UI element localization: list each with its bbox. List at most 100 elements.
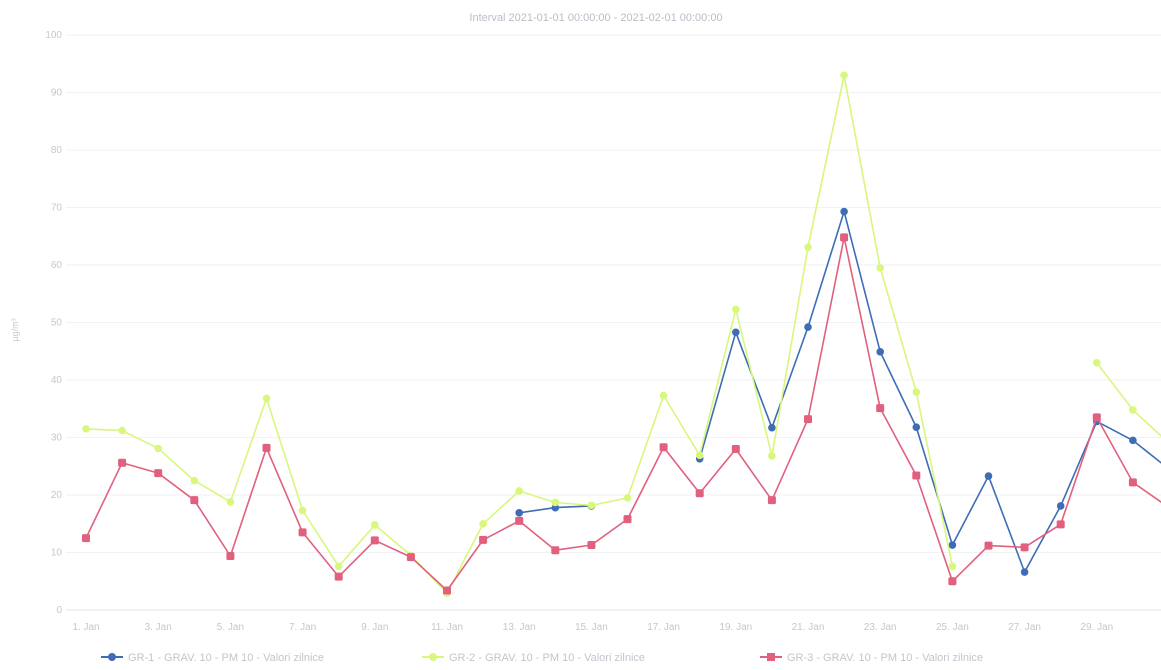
- data-point[interactable]: [876, 348, 884, 356]
- data-point[interactable]: [154, 469, 163, 478]
- legend-marker: [429, 653, 437, 661]
- series-3: [82, 233, 1161, 595]
- data-point[interactable]: [479, 519, 487, 528]
- series-line: [85, 236, 1161, 592]
- data-point[interactable]: [695, 489, 704, 498]
- data-point[interactable]: [334, 572, 343, 581]
- grid-layer: [66, 34, 1161, 611]
- data-point[interactable]: [190, 496, 199, 505]
- data-point[interactable]: [190, 476, 199, 485]
- data-point[interactable]: [154, 444, 162, 453]
- legend-label: GR-1 - GRAV. 10 - PM 10 - Valori zilnice: [128, 652, 324, 664]
- data-point[interactable]: [659, 443, 668, 452]
- series-1: [515, 207, 1161, 576]
- x-tick-label: 27. Jan: [1008, 622, 1041, 633]
- x-tick-label: 21. Jan: [792, 622, 825, 633]
- data-point[interactable]: [551, 498, 560, 507]
- data-point[interactable]: [515, 487, 523, 495]
- y-tick-label: 60: [51, 260, 63, 271]
- data-point[interactable]: [912, 388, 921, 396]
- data-point[interactable]: [1128, 478, 1137, 487]
- data-point[interactable]: [551, 546, 560, 555]
- legend-label: GR-3 - GRAV. 10 - PM 10 - Valori zilnice: [787, 652, 983, 664]
- data-point[interactable]: [731, 445, 740, 453]
- y-tick-label: 40: [51, 375, 63, 386]
- data-point[interactable]: [515, 509, 523, 517]
- data-point[interactable]: [695, 451, 704, 460]
- data-point[interactable]: [804, 243, 812, 251]
- data-point[interactable]: [1056, 520, 1065, 529]
- data-point[interactable]: [118, 426, 126, 435]
- data-point[interactable]: [262, 394, 271, 403]
- data-point[interactable]: [370, 536, 379, 545]
- data-point[interactable]: [912, 423, 921, 431]
- series-2: [82, 71, 1161, 598]
- data-point[interactable]: [334, 562, 343, 571]
- data-point[interactable]: [876, 404, 885, 413]
- data-point[interactable]: [298, 506, 307, 515]
- data-point[interactable]: [840, 207, 848, 216]
- data-point[interactable]: [876, 264, 884, 272]
- data-point[interactable]: [262, 443, 271, 452]
- data-point[interactable]: [767, 496, 776, 505]
- data-point[interactable]: [984, 541, 993, 550]
- y-tick-label: 80: [51, 145, 63, 156]
- y-tick-label: 50: [51, 318, 63, 329]
- data-point[interactable]: [1092, 413, 1101, 422]
- y-tick-label: 0: [56, 605, 62, 616]
- legend-label: GR-2 - GRAV. 10 - PM 10 - Valori zilnice: [449, 652, 645, 664]
- data-point[interactable]: [768, 452, 776, 460]
- data-point[interactable]: [768, 423, 776, 432]
- legend-marker: [767, 653, 775, 661]
- data-point[interactable]: [298, 528, 307, 537]
- data-point[interactable]: [840, 71, 848, 80]
- x-tick-label: 29. Jan: [1080, 622, 1113, 633]
- data-point[interactable]: [515, 516, 524, 525]
- legend-marker: [108, 653, 116, 661]
- data-point[interactable]: [371, 521, 379, 529]
- data-point[interactable]: [623, 515, 632, 524]
- data-point[interactable]: [623, 494, 632, 502]
- y-axis-label: µg/m³: [10, 318, 20, 341]
- data-point[interactable]: [226, 551, 235, 560]
- data-point[interactable]: [804, 415, 812, 424]
- data-point[interactable]: [732, 328, 740, 337]
- data-point[interactable]: [82, 534, 90, 543]
- legend-item[interactable]: GR-2 - GRAV. 10 - PM 10 - Valori zilnice: [422, 652, 645, 664]
- data-point[interactable]: [948, 541, 957, 549]
- data-point[interactable]: [1020, 568, 1029, 576]
- data-point[interactable]: [948, 577, 957, 586]
- data-point[interactable]: [948, 562, 957, 571]
- data-point[interactable]: [226, 498, 235, 506]
- data-point[interactable]: [1056, 502, 1065, 510]
- data-point[interactable]: [840, 233, 849, 242]
- data-point[interactable]: [1129, 436, 1137, 445]
- x-tick-label: 15. Jan: [575, 622, 608, 633]
- data-point[interactable]: [443, 586, 451, 595]
- data-point[interactable]: [587, 501, 596, 510]
- data-point[interactable]: [659, 391, 668, 400]
- data-point[interactable]: [1093, 358, 1101, 367]
- data-point[interactable]: [479, 535, 488, 544]
- data-point[interactable]: [1020, 543, 1029, 552]
- x-tick-label: 23. Jan: [864, 622, 897, 633]
- data-point[interactable]: [82, 425, 90, 433]
- data-point[interactable]: [1129, 406, 1137, 414]
- data-point[interactable]: [406, 553, 415, 562]
- data-point[interactable]: [587, 541, 596, 550]
- data-point[interactable]: [912, 471, 921, 480]
- y-tick-label: 30: [51, 433, 63, 444]
- x-tick-label: 17. Jan: [647, 622, 680, 633]
- data-point[interactable]: [984, 472, 993, 480]
- data-point[interactable]: [118, 458, 127, 467]
- x-tick-label: 13. Jan: [503, 622, 536, 633]
- legend-item[interactable]: GR-3 - GRAV. 10 - PM 10 - Valori zilnice: [760, 652, 983, 664]
- legend-item[interactable]: GR-1 - GRAV. 10 - PM 10 - Valori zilnice: [101, 652, 324, 664]
- x-tick-label: 11. Jan: [431, 622, 463, 633]
- data-point[interactable]: [732, 305, 740, 314]
- data-point[interactable]: [804, 323, 812, 331]
- x-tick-label: 19. Jan: [719, 622, 752, 633]
- x-tick-label: 5. Jan: [217, 622, 244, 633]
